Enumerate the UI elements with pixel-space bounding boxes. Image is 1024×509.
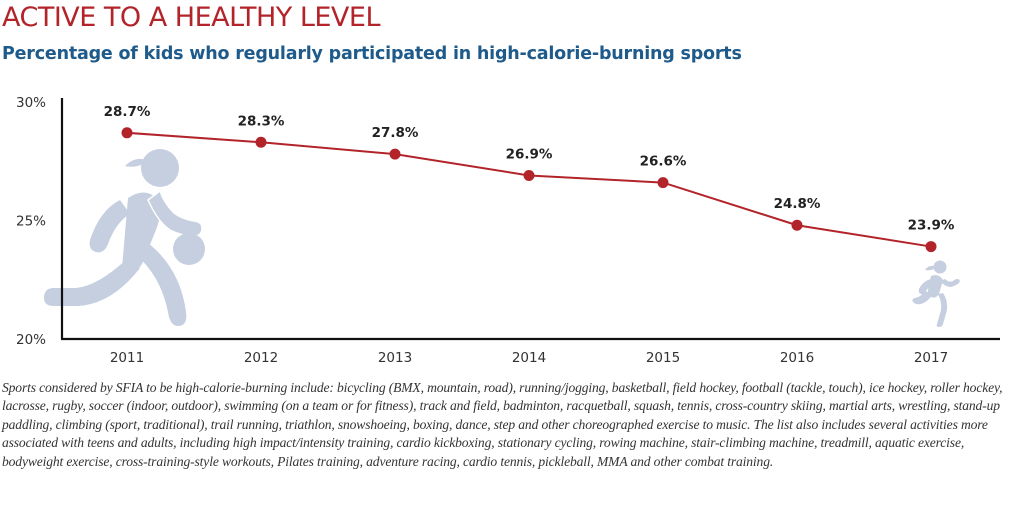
data-point [121, 127, 133, 139]
x-tick-label: 2012 [244, 350, 278, 366]
y-tick-label: 20% [16, 332, 46, 348]
x-tick-label: 2015 [646, 350, 680, 366]
data-label: 26.6% [640, 154, 687, 170]
data-label: 24.8% [774, 196, 821, 212]
girl-dribbling-basketball-icon [44, 149, 205, 326]
x-tick-label: 2016 [780, 350, 814, 366]
data-point [255, 136, 267, 148]
data-point [925, 241, 937, 253]
chart-title: ACTIVE TO A HEALTHY LEVEL [2, 2, 381, 33]
footnote: Sports considered by SFIA to be high-cal… [2, 380, 1003, 469]
x-tick-label: 2013 [378, 350, 412, 366]
girl-running-icon [912, 260, 960, 327]
data-point [791, 219, 803, 231]
data-point [389, 148, 401, 160]
data-point [657, 177, 669, 189]
y-tick-label: 25% [16, 214, 46, 230]
data-label: 26.9% [506, 146, 553, 162]
data-label: 27.8% [372, 125, 419, 141]
data-label: 28.7% [104, 104, 151, 120]
data-point [523, 169, 535, 181]
x-tick-label: 2017 [914, 350, 948, 366]
x-tick-label: 2014 [512, 350, 546, 366]
y-tick-label: 30% [16, 95, 46, 111]
x-tick-label: 2011 [110, 350, 144, 366]
data-label: 28.3% [238, 113, 285, 129]
chart-subtitle: Percentage of kids who regularly partici… [2, 44, 742, 64]
line-chart: 20% 25% 30% 2011 2012 2013 2014 2015 2016 2017 2… [16, 95, 1000, 366]
data-label: 23.9% [908, 218, 955, 234]
